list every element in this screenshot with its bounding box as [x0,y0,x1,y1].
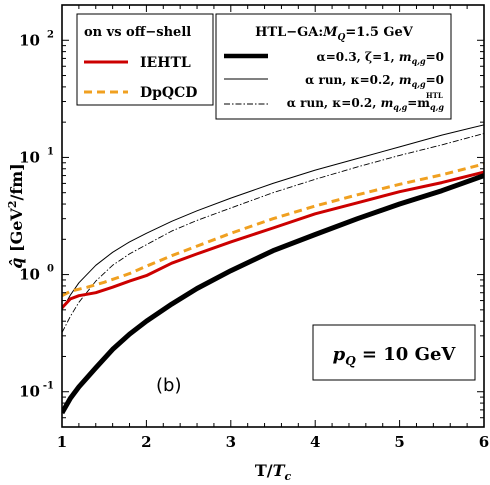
x-tick-label: 3 [226,433,236,451]
x-axis-main: T/ [255,461,273,480]
y-tick-exponent: 2 [47,29,54,40]
momentum-annotation: pQ = 10 GeV [312,324,476,381]
x-axis-label: T/Tc [255,461,292,483]
legend-dpqcd-label: DpQCD [140,85,197,101]
legend-left-title: on vs off−shell [84,25,191,40]
x-tick-label: 4 [310,433,320,451]
y-tick-label: 10 [19,31,40,49]
series-line-3 [62,124,484,311]
y-tick-label: 10 [19,383,40,401]
panel-label: (b) [156,375,181,396]
series-line-2 [62,173,484,415]
y-tick-exponent: -1 [43,381,54,392]
series-line-0 [62,170,484,309]
legend-left: on vs off−shell IEHTL DpQCD [76,13,214,106]
legend-dashdot-label: α run, κ=0.2, mq,g=mq,gHTL [287,91,445,112]
x-tick-label: 5 [394,433,404,451]
x-axis-sub: c [284,470,291,483]
legend-right: HTL−GA:MQ=1.5 GeV α=0.3, ζ=1, mq,g=0 α r… [215,13,452,120]
svg-text:pQ = 10 GeV: pQ = 10 GeV [333,344,457,368]
legend-right-title: HTL−GA:MQ=1.5 GeV [255,25,414,43]
legend-thin-label: α run, κ=0.2, mq,g=0 [305,73,444,89]
y-axis-var: q̂ [7,258,26,269]
x-tick-label: 6 [479,433,489,451]
legend-iehtl-label: IEHTL [140,55,191,71]
y-axis-unit: [GeV [7,208,26,258]
series-line-1 [62,162,484,298]
y-tick-exponent: 0 [47,264,54,275]
y-axis-label: q̂ [GeV2/fm] [6,163,26,268]
y-axis-unit-tail: /fm] [7,163,26,200]
x-axis-var: T [273,461,286,480]
series-line-4 [62,133,484,333]
x-tick-label: 1 [57,433,67,451]
y-tick-exponent: 1 [47,146,54,157]
plot-frame [61,4,485,428]
y-tick-label: 10 [19,266,40,284]
y-tick-label: 10 [19,148,40,166]
y-axis-unit-sup: 2 [6,200,19,208]
x-tick-label: 2 [141,433,151,451]
legend-thick-label: α=0.3, ζ=1, mq,g=0 [317,50,444,66]
